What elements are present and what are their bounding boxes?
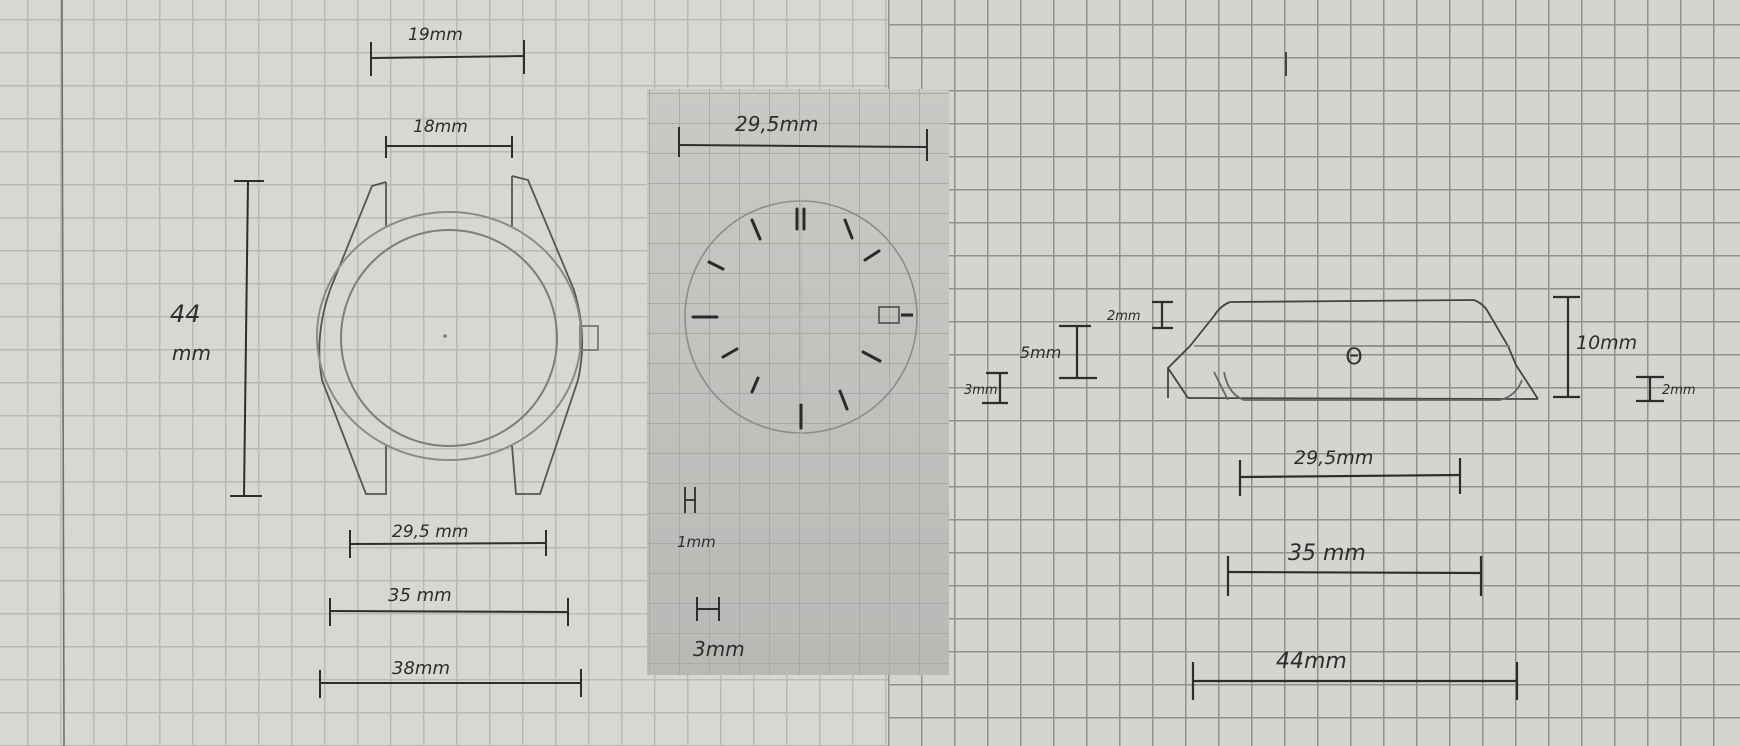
side-bezel-label: 35 mm: [1288, 541, 1366, 566]
mid-step-dimension: [1059, 324, 1097, 380]
marker-2: [863, 249, 881, 262]
lug-to-lug-label: 44mm: [1276, 649, 1347, 674]
side-view-panel: 2mm 5mm 3mm Θ: [888, 0, 1740, 746]
lug-outer-label: 19mm: [408, 25, 463, 45]
dial-diameter-label: 29,5mm: [735, 112, 819, 136]
case-profile: [1166, 299, 1539, 401]
marker-1: [843, 218, 854, 240]
marker-11: [750, 218, 762, 241]
dial-view-panel: 29,5mm H 1mm: [647, 89, 949, 675]
watch-case-outline: [318, 175, 599, 495]
marker-width-dimension: [696, 597, 720, 621]
marker-4: [861, 350, 882, 363]
dial-diameter-dimension: [678, 127, 928, 161]
case-dimension: [319, 669, 582, 698]
lug-height-dimension: [1636, 375, 1664, 403]
hour-markers: [691, 207, 882, 430]
top-step-dimension: [1152, 300, 1173, 330]
height-unit: mm: [172, 341, 211, 365]
marker-height-symbol: H: [684, 513, 685, 515]
bezel-dimension: [329, 598, 569, 626]
bezel-label: 35 mm: [388, 585, 452, 606]
center-point: [443, 334, 447, 338]
marker-10: [707, 260, 725, 271]
bezel-ring: [316, 211, 582, 461]
margin-line: [61, 0, 65, 746]
marker-height-label: 1mm: [677, 533, 716, 551]
crystal-dimension: [349, 530, 547, 558]
mid-step-label: 5mm: [1020, 343, 1061, 362]
top-step-label: 2mm: [1107, 309, 1141, 324]
side-crystal-label: 29,5mm: [1294, 447, 1373, 469]
height-value: 44: [170, 300, 201, 328]
lug-height-label: 2mm: [1662, 383, 1696, 398]
height-dimension: [230, 180, 264, 497]
lug-inner-label: 18mm: [413, 117, 468, 137]
crystal-label: 29,5 mm: [392, 522, 468, 542]
crown-icon: Θ: [1345, 345, 1362, 370]
marker-height-dimension: [684, 487, 696, 513]
lug-outer-dimension: [370, 40, 525, 76]
marker-5: [838, 389, 849, 411]
side-view-drawing: 2mm 5mm 3mm Θ: [964, 52, 1696, 700]
front-view-drawing: 19mm 18mm 44 mm: [61, 0, 599, 746]
lug-inner-dimension: [385, 136, 513, 158]
total-height-label: 10mm: [1576, 332, 1637, 354]
side-crystal-dimension: [1238, 458, 1462, 496]
low-step-dimension: [982, 371, 1008, 405]
low-step-label: 3mm: [964, 383, 998, 398]
dial-view-drawing: 29,5mm H 1mm: [677, 112, 928, 661]
marker-8: [721, 347, 739, 359]
date-window: [878, 306, 900, 324]
case-label: 38mm: [392, 658, 450, 679]
lug-to-lug-dimension: [1191, 662, 1519, 700]
marker-width-label: 3mm: [693, 637, 745, 661]
side-bezel-dimension: [1226, 556, 1483, 596]
marker-7: [750, 376, 760, 394]
crystal-ring: [340, 229, 558, 447]
total-height-dimension: [1553, 295, 1580, 399]
